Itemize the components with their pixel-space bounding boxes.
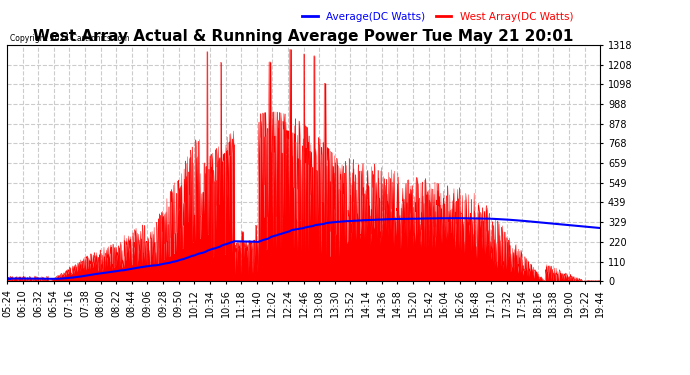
Title: West Array Actual & Running Average Power Tue May 21 20:01: West Array Actual & Running Average Powe… (33, 29, 574, 44)
Legend: Average(DC Watts), West Array(DC Watts): Average(DC Watts), West Array(DC Watts) (298, 8, 578, 26)
Text: Copyright 2024 Cartronics.com: Copyright 2024 Cartronics.com (10, 34, 130, 43)
